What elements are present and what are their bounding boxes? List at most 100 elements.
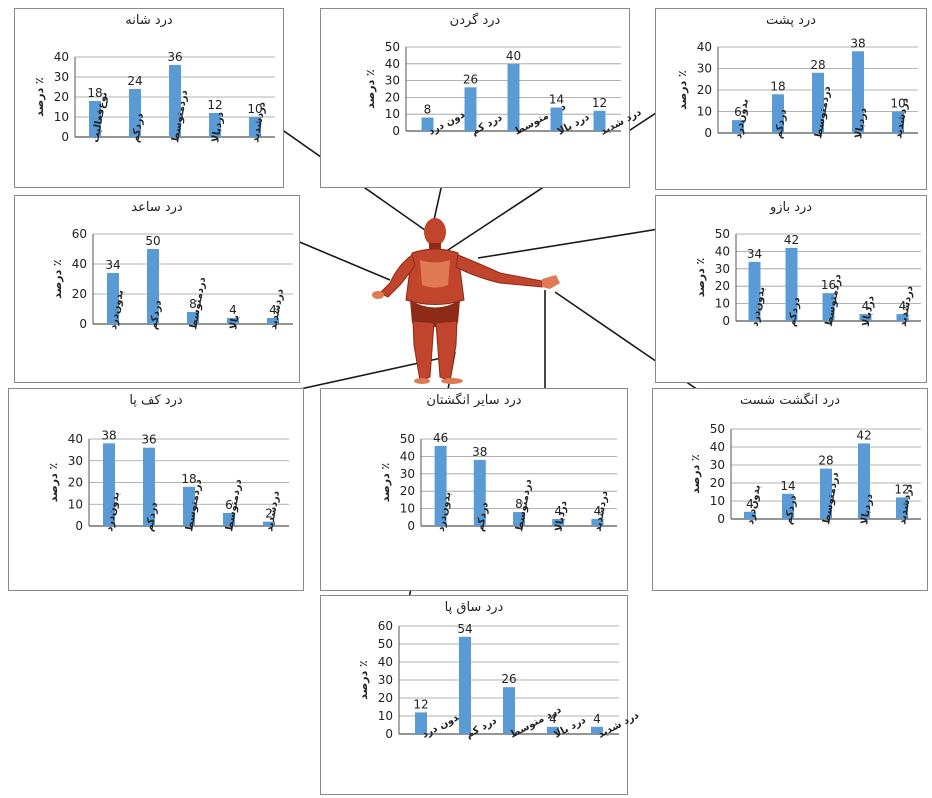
data-label: 38: [101, 428, 116, 442]
figure-right-foot: [441, 378, 463, 384]
data-label: 28: [810, 58, 825, 72]
arm-pain-chart: درد بازو 0 10 20 30 40 50 درصد ٪ 34 بدون‌درد 42 در…: [655, 195, 927, 383]
bar: [187, 312, 199, 324]
y-tick-label: 40: [378, 655, 393, 669]
category-label: درد‌بالا: [553, 500, 569, 532]
bar: [785, 247, 798, 321]
chart-title: درد شانه: [125, 13, 173, 28]
data-label: 10: [247, 102, 262, 116]
y-tick-label: 0: [722, 314, 730, 328]
y-tick-label: 50: [400, 432, 415, 446]
data-label: 24: [127, 74, 142, 88]
category-label: درد‌بالا: [861, 295, 877, 327]
category-label: درد شدید: [596, 710, 641, 741]
other-fingers-pain-chart: درد سایر انگشتان 0 10 20 30 40 50 درصد ٪ 46 بدون…: [320, 388, 628, 591]
y-tick-label: 10: [68, 497, 83, 511]
shoulder-pain-chart: درد شانه 0 10 20 30 40 درصد ٪ 18 نوع‌فعالیت 24 در…: [14, 8, 284, 188]
category-label: درد‌کم: [130, 112, 146, 143]
data-label: 4: [593, 712, 601, 726]
data-label: 12: [207, 98, 222, 112]
data-label: 18: [770, 79, 785, 93]
y-tick-label: 40: [54, 50, 69, 64]
y-tick-label: 20: [710, 476, 725, 490]
bar: [782, 493, 794, 519]
data-label: 6: [225, 498, 233, 512]
chart-title: درد ساق پا: [444, 600, 504, 615]
data-label: 18: [181, 472, 196, 486]
data-label: 4: [746, 497, 754, 511]
back-pain-chart: درد پشت 0 10 20 30 40 درصد ٪ 6 بدون‌درد 18 درد‌کم…: [655, 8, 927, 190]
bar: [547, 726, 559, 734]
y-tick-label: 0: [385, 727, 393, 741]
figure-left-foot: [414, 378, 430, 384]
bar: [169, 65, 181, 137]
bar: [852, 51, 864, 133]
bar: [129, 89, 141, 137]
y-axis-label: درصد ٪: [379, 463, 392, 503]
figure-chest: [420, 260, 450, 288]
figure-left-hand: [372, 291, 384, 299]
y-tick-label: 10: [400, 502, 415, 516]
data-label: 34: [747, 247, 762, 261]
data-label: 26: [501, 672, 516, 686]
y-tick-label: 40: [697, 40, 712, 54]
data-label: 4: [549, 712, 557, 726]
bar: [591, 726, 603, 734]
bar: [89, 101, 101, 137]
data-label: 6: [734, 105, 742, 119]
y-axis-label: درصد ٪: [694, 258, 707, 298]
bar: [267, 318, 279, 324]
y-tick-label: 40: [385, 57, 400, 71]
data-label: 16: [821, 278, 836, 292]
bar: [732, 120, 744, 133]
data-label: 36: [167, 50, 182, 64]
chart-title: درد انگشت شست: [739, 393, 841, 408]
y-tick-label: 40: [68, 432, 83, 446]
data-label: 2: [265, 507, 273, 521]
y-tick-label: 10: [710, 494, 725, 508]
data-label: 50: [145, 234, 160, 248]
chart-title: درد سایر انگشتان: [426, 393, 522, 408]
data-label: 54: [457, 622, 472, 636]
y-tick-label: 50: [715, 227, 730, 241]
y-tick-label: 40: [400, 449, 415, 463]
chart-title: درد بازو: [769, 200, 813, 215]
bar: [503, 687, 515, 734]
data-label: 4: [862, 299, 870, 313]
bar: [550, 107, 563, 131]
category-label: درد‌کم: [144, 501, 160, 532]
bar: [896, 497, 908, 519]
category-label: درد‌کم: [787, 296, 803, 327]
y-tick-label: 30: [385, 74, 400, 88]
data-label: 38: [850, 36, 865, 50]
bar: [744, 511, 756, 519]
data-label: 8: [189, 297, 197, 311]
y-tick-label: 30: [400, 467, 415, 481]
data-label: 10: [890, 97, 905, 111]
bar: [591, 519, 604, 526]
data-label: 4: [594, 504, 602, 518]
y-tick-label: 10: [715, 297, 730, 311]
y-axis-label: درصد ٪: [51, 259, 64, 299]
chart-title: درد پشت: [766, 13, 816, 28]
y-tick-label: 20: [54, 90, 69, 104]
bar: [892, 111, 904, 133]
bar: [107, 273, 119, 324]
figure-right-leg: [435, 320, 458, 382]
bar: [812, 72, 824, 133]
chart-title: درد ساعد: [131, 200, 183, 215]
y-tick-label: 20: [385, 90, 400, 104]
data-label: 4: [899, 299, 907, 313]
bar: [552, 519, 565, 526]
forearm-pain-chart: درد ساعد 0 20 40 60 درصد ٪ 34 بدون‌درد 50 درد‌کم…: [14, 195, 300, 383]
bar: [748, 261, 761, 321]
bar: [513, 512, 525, 526]
chart-title: درد گردن: [449, 13, 501, 28]
y-axis-label: درصد ٪: [33, 77, 46, 117]
y-tick-label: 40: [710, 440, 725, 454]
chart-title: درد کف پا: [129, 393, 183, 408]
